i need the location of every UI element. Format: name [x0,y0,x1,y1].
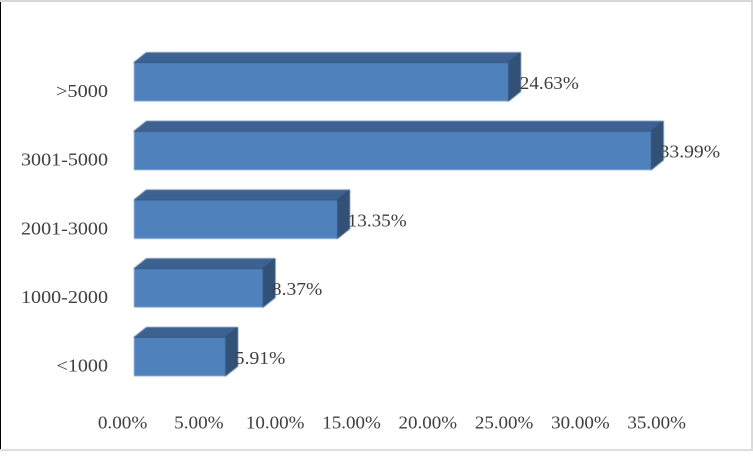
svg-text:8.37%: 8.37% [272,279,323,299]
svg-text:<1000: <1000 [57,356,109,376]
svg-text:1000-2000: 1000-2000 [21,287,108,307]
svg-text:24.63%: 24.63% [520,73,579,93]
svg-text:>5000: >5000 [56,81,108,101]
svg-text:13.35%: 13.35% [348,210,407,230]
svg-text:3001-5000: 3001-5000 [21,150,108,170]
svg-text:35.00%: 35.00% [627,413,686,433]
svg-text:20.00%: 20.00% [399,413,458,433]
svg-text:33.99%: 33.99% [660,142,721,162]
svg-text:0.00%: 0.00% [98,413,148,433]
svg-text:30.00%: 30.00% [551,413,610,433]
svg-text:5.91%: 5.91% [235,348,286,368]
svg-text:2001-3000: 2001-3000 [21,218,108,238]
svg-text:5.00%: 5.00% [174,413,224,433]
svg-text:25.00%: 25.00% [475,413,534,433]
svg-text:10.00%: 10.00% [246,413,305,433]
svg-text:15.00%: 15.00% [322,413,381,433]
